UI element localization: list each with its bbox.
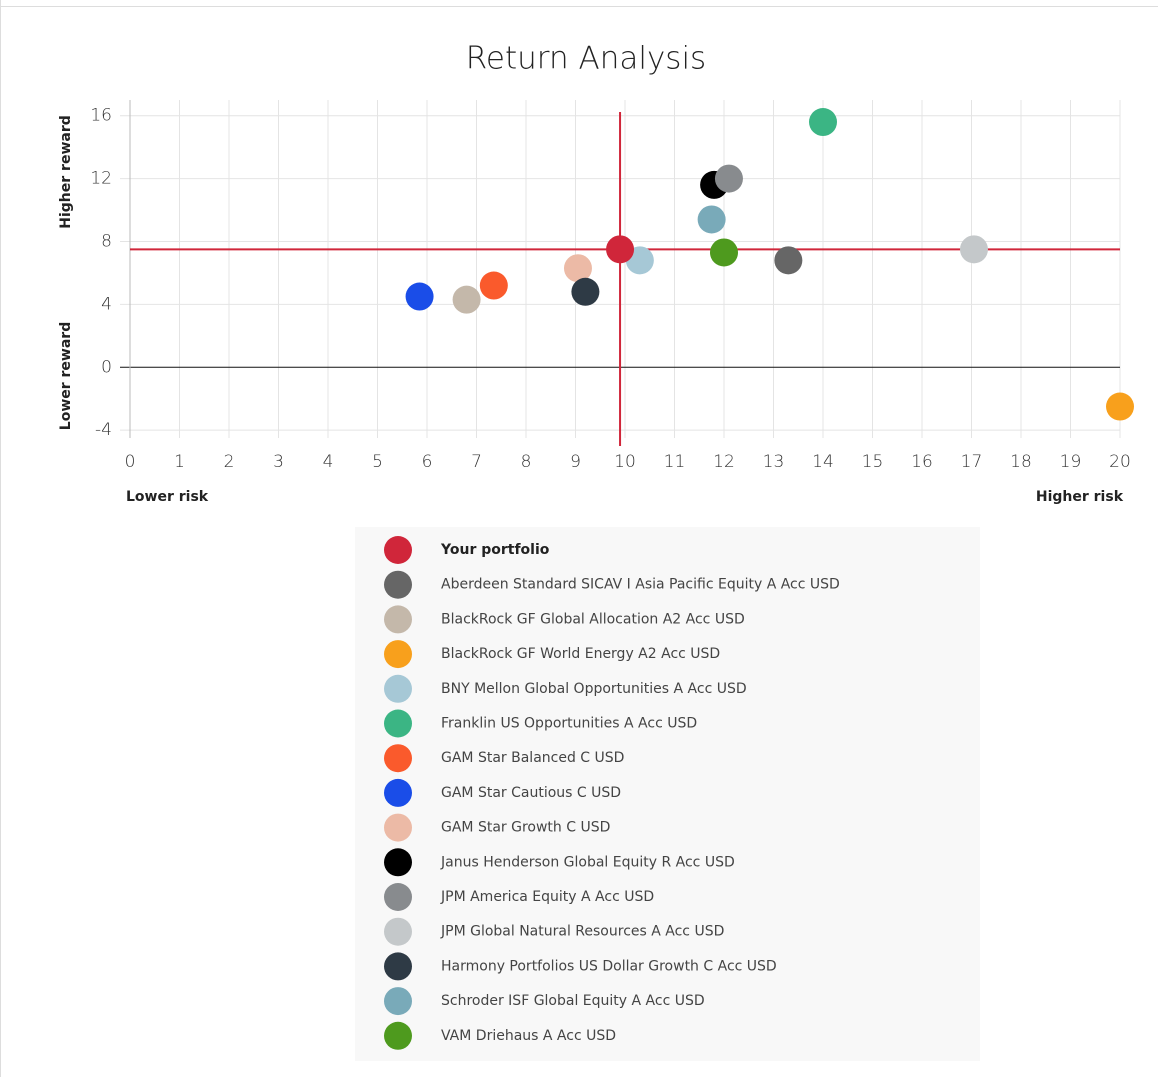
legend-swatch bbox=[384, 674, 412, 703]
x-tick-label: 9 bbox=[570, 452, 581, 472]
y-tick-label: 16 bbox=[90, 106, 112, 126]
x-tick-label: 4 bbox=[323, 452, 334, 472]
point bbox=[714, 164, 743, 193]
legend-label: Schroder ISF Global Equity A Acc USD bbox=[441, 993, 705, 1009]
x-tick-label: 11 bbox=[664, 452, 686, 472]
y-tick-label: 8 bbox=[101, 231, 112, 251]
legend-label: BNY Mellon Global Opportunities A Acc US… bbox=[441, 681, 747, 697]
x-tick-label: 6 bbox=[422, 452, 433, 472]
x-tick-label: 8 bbox=[521, 452, 532, 472]
y-label-low: Lower reward bbox=[58, 322, 74, 430]
legend-label: Aberdeen Standard SICAV I Asia Pacific E… bbox=[441, 577, 840, 593]
legend-label: VAM Driehaus A Acc USD bbox=[441, 1028, 616, 1044]
legend-label: GAM Star Cautious C USD bbox=[441, 785, 621, 801]
legend-label: GAM Star Growth C USD bbox=[441, 820, 610, 836]
legend-swatch bbox=[384, 709, 412, 738]
legend-label: Your portfolio bbox=[440, 542, 550, 558]
x-label-high: Higher risk bbox=[1036, 489, 1124, 505]
point bbox=[405, 282, 434, 311]
legend-label: Janus Henderson Global Equity R Acc USD bbox=[440, 854, 735, 870]
x-tick-label: 15 bbox=[862, 452, 884, 472]
x-tick-label: 12 bbox=[713, 452, 735, 472]
point bbox=[606, 235, 635, 264]
legend-swatch bbox=[384, 536, 412, 564]
legend-label: BlackRock GF Global Allocation A2 Acc US… bbox=[441, 611, 745, 627]
x-tick-label: 13 bbox=[763, 452, 785, 472]
x-tick-label: 16 bbox=[911, 452, 933, 472]
legend-label: GAM Star Balanced C USD bbox=[441, 750, 624, 766]
legend-swatch bbox=[384, 987, 412, 1016]
point bbox=[697, 205, 726, 234]
legend-swatch bbox=[384, 605, 412, 634]
legend-swatch bbox=[384, 917, 412, 946]
point bbox=[1106, 392, 1134, 421]
x-tick-label: 14 bbox=[812, 452, 834, 472]
legend-label: BlackRock GF World Energy A2 Acc USD bbox=[441, 646, 720, 662]
legend-label: Harmony Portfolios US Dollar Growth C Ac… bbox=[441, 958, 777, 974]
point bbox=[563, 254, 592, 283]
legend-swatch bbox=[384, 848, 412, 877]
y-tick-label: 4 bbox=[101, 294, 112, 314]
legend-swatch bbox=[384, 744, 412, 773]
x-tick-label: 19 bbox=[1060, 452, 1082, 472]
x-label-low: Lower risk bbox=[126, 489, 209, 505]
point bbox=[452, 285, 481, 314]
x-tick-label: 3 bbox=[273, 452, 284, 472]
y-tick-label: -4 bbox=[95, 420, 112, 440]
x-tick-label: 5 bbox=[372, 452, 383, 472]
legend-swatch bbox=[384, 640, 412, 669]
x-tick-label: 18 bbox=[1010, 452, 1032, 472]
legend-label: Franklin US Opportunities A Acc USD bbox=[441, 716, 697, 732]
x-tick-label: 0 bbox=[125, 452, 136, 472]
legend-box bbox=[355, 527, 980, 1061]
legend-swatch bbox=[384, 952, 412, 981]
legend-swatch bbox=[384, 883, 412, 911]
y-label-high: Higher reward bbox=[58, 115, 74, 228]
point bbox=[774, 246, 803, 275]
point bbox=[710, 238, 738, 267]
legend-swatch bbox=[384, 570, 412, 599]
x-tick-label: 10 bbox=[614, 452, 636, 472]
x-tick-label: 7 bbox=[471, 452, 482, 472]
x-tick-label: 20 bbox=[1109, 452, 1131, 472]
y-tick-label: 0 bbox=[101, 357, 112, 377]
point bbox=[479, 271, 508, 300]
point bbox=[571, 277, 600, 306]
x-tick-label: 1 bbox=[174, 452, 185, 472]
legend-label: JPM Global Natural Resources A Acc USD bbox=[440, 924, 724, 940]
legend-swatch bbox=[384, 778, 412, 807]
x-tick-label: 2 bbox=[224, 452, 235, 472]
chart-title: Return Analysis bbox=[466, 41, 706, 77]
y-tick-label: 12 bbox=[90, 169, 112, 189]
legend-swatch bbox=[384, 813, 412, 842]
point bbox=[809, 108, 837, 137]
legend-swatch bbox=[384, 1021, 412, 1050]
x-tick-label: 17 bbox=[961, 452, 983, 472]
point bbox=[959, 235, 988, 264]
legend-label: JPM America Equity A Acc USD bbox=[440, 889, 654, 905]
